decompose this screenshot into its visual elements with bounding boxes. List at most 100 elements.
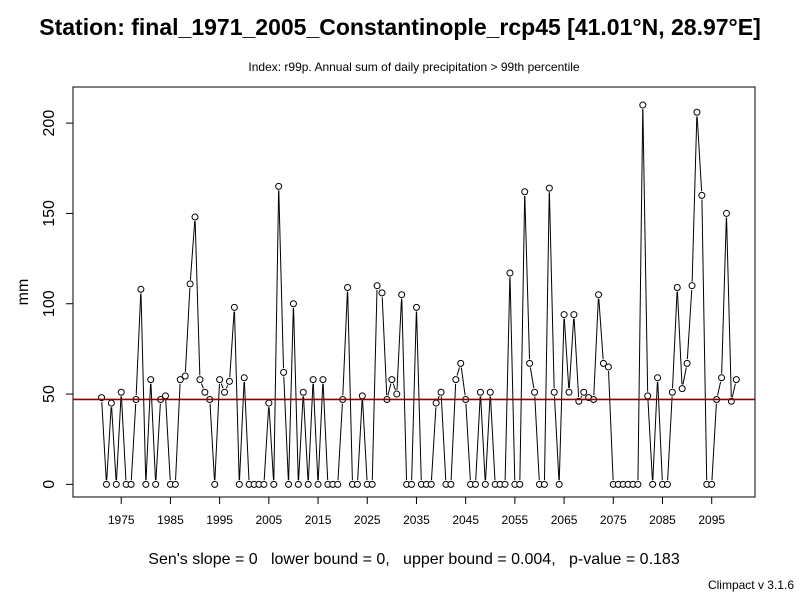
series-segment	[357, 400, 363, 481]
series-segment	[573, 318, 580, 398]
x-tick-label: 1995	[206, 513, 233, 527]
data-point-1989	[186, 280, 194, 288]
series-segment	[608, 371, 614, 481]
series-segment	[721, 217, 727, 374]
series-segment	[150, 383, 156, 481]
series-segment	[184, 288, 191, 372]
data-point-2090	[683, 359, 691, 367]
series-segment	[312, 383, 319, 481]
data-point-1987	[176, 376, 184, 384]
data-point-2091	[688, 282, 696, 290]
series-segment	[278, 190, 284, 369]
series-segment	[273, 190, 280, 481]
series-segment	[283, 376, 289, 481]
data-point-1990	[191, 213, 199, 221]
series-segment	[711, 403, 717, 481]
series-segment	[317, 383, 324, 481]
y-tick-label: 100	[41, 290, 58, 317]
data-point-1998	[230, 303, 238, 311]
series-segment	[214, 383, 220, 481]
data-point-2014	[309, 376, 317, 384]
data-point-1986	[171, 480, 179, 488]
series-segment	[268, 407, 275, 481]
data-point-2023	[353, 480, 361, 488]
data-point-1999	[235, 480, 243, 488]
x-tick-label: 2055	[502, 513, 529, 527]
data-point-2089	[678, 385, 686, 393]
data-point-2011	[294, 480, 302, 488]
series-segment	[485, 396, 491, 481]
data-point-2040	[437, 388, 445, 396]
series-segment	[686, 289, 693, 360]
series-segment	[682, 367, 687, 385]
series-segment	[717, 381, 722, 396]
data-point-2000	[240, 374, 248, 382]
data-point-1972	[102, 480, 110, 488]
data-point-2049	[481, 480, 489, 488]
data-point-2062	[545, 184, 553, 192]
y-tick-label: 150	[41, 200, 58, 227]
series-segment	[337, 403, 343, 481]
series-segment	[667, 396, 673, 481]
data-point-2092	[693, 108, 701, 116]
x-tick-label: 2035	[403, 513, 430, 527]
data-point-2083	[649, 480, 657, 488]
data-point-2028	[378, 289, 386, 297]
series-segment	[307, 383, 314, 481]
data-point-2050	[486, 388, 494, 396]
x-tick-label: 1985	[157, 513, 184, 527]
data-point-2072	[595, 291, 603, 299]
series-segment	[135, 293, 142, 396]
series-segment	[234, 311, 240, 481]
x-tick-label: 2065	[551, 513, 578, 527]
series-segment	[726, 217, 732, 398]
series-segment	[652, 381, 658, 481]
series-segment	[465, 403, 471, 481]
x-tick-label: 2005	[255, 513, 282, 527]
series-segment	[731, 383, 736, 398]
data-point-1995	[216, 376, 224, 384]
x-tick-label: 2085	[649, 513, 676, 527]
data-point-2008	[280, 368, 288, 376]
series-segment	[120, 396, 127, 481]
series-segment	[362, 400, 368, 481]
series-segment	[201, 383, 204, 389]
data-point-2057	[521, 188, 529, 196]
data-point-1981	[147, 376, 155, 384]
x-tick-label: 2045	[452, 513, 479, 527]
series-segment	[696, 116, 703, 192]
series-segment	[598, 298, 604, 360]
data-point-1974	[112, 480, 120, 488]
series-segment	[140, 293, 147, 481]
series-segment	[504, 277, 511, 481]
series-segment	[672, 291, 678, 389]
data-point-2019	[334, 480, 342, 488]
series-segment	[106, 407, 112, 481]
series-segment	[524, 195, 531, 360]
data-point-1975	[117, 388, 125, 396]
data-point-2048	[476, 388, 484, 396]
series-segment	[145, 383, 152, 481]
data-point-2059	[531, 388, 539, 396]
series-segment	[475, 396, 481, 481]
series-segment	[489, 396, 496, 481]
data-point-1994	[211, 480, 219, 488]
data-point-2034	[408, 480, 416, 488]
data-point-2035	[412, 303, 420, 311]
data-point-1997	[225, 377, 233, 385]
data-point-2004	[260, 480, 268, 488]
series-segment	[243, 381, 250, 481]
chart-subtitle: Index: r99p. Annual sum of daily precipi…	[248, 60, 580, 74]
series-segment	[239, 381, 245, 481]
series-segment	[543, 192, 550, 481]
series-segment	[657, 381, 663, 481]
series-segment	[194, 221, 201, 376]
y-tick-label: 50	[41, 385, 58, 403]
y-axis-label: mm	[15, 279, 32, 306]
data-point-2024	[358, 392, 366, 400]
series-segment	[637, 109, 644, 481]
series-segment	[450, 383, 457, 481]
chart-title: Station: final_1971_2005_Constantinople_…	[39, 14, 761, 40]
data-point-2009	[285, 480, 293, 488]
data-point-2053	[501, 480, 509, 488]
